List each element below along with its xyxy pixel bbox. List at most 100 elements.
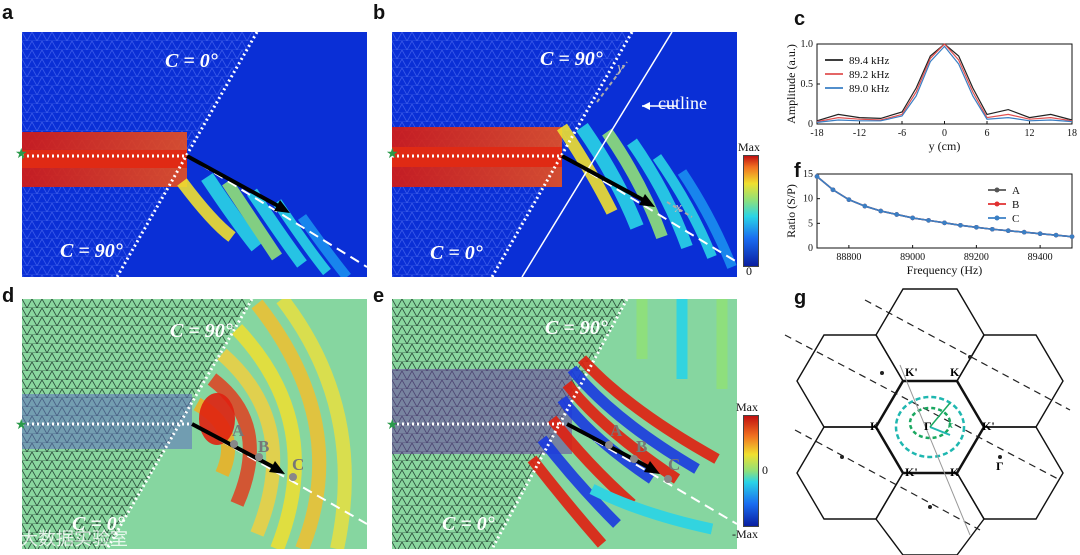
legend-marker	[994, 187, 1000, 193]
star-icon: ★	[386, 147, 399, 162]
bz-K-bottom-right: K	[950, 465, 960, 479]
y-tick-label: 0	[808, 119, 813, 130]
axis-y-label: y	[617, 60, 624, 76]
legend-label: A	[1012, 185, 1020, 197]
field-map-d	[22, 299, 367, 549]
point-label-C-e: C	[668, 455, 681, 474]
colorbar-bottom-min: -Max	[732, 527, 758, 541]
field-map-a	[22, 32, 367, 277]
x-tick-label: 6	[985, 128, 990, 139]
legend-label: 89.4 kHz	[849, 55, 889, 67]
x-tick-label: 89000	[900, 252, 925, 263]
panel-label-a: a	[2, 2, 14, 24]
data-point	[1069, 234, 1075, 239]
bz-diagram	[784, 288, 1071, 555]
data-point	[862, 203, 868, 209]
chart-amplitude: -18 -12 -6 0 6 12 18 0 0.5 1.0 y (cm) Amplitude (a.…	[784, 39, 1077, 153]
source-star-icon	[22, 152, 24, 160]
point-label-B-e: B	[636, 437, 648, 456]
panel-label-c: c	[794, 8, 806, 30]
panel-label-g: g	[794, 287, 807, 309]
bz-Kp-bottom-left: K'	[905, 465, 918, 479]
y-axis-title: Amplitude (a.u.)	[784, 44, 798, 124]
data-point	[1053, 232, 1059, 238]
colorbar-bottom-mid: 0	[762, 463, 768, 477]
panel-f: f 88800 89000 89200 89400 0 5 10 15 Frequency (H…	[770, 160, 1080, 285]
data-point	[830, 187, 836, 193]
colorbar-top	[743, 155, 759, 267]
plot-frame	[816, 173, 1073, 249]
panel-c: c -18 -12 -6 0 6 12 18 0 0.5 1.0 y (cm) Amplitude (…	[770, 0, 1080, 160]
y-tick-label: 0	[808, 243, 813, 254]
x-axis-title: Frequency (Hz)	[907, 263, 983, 277]
chart-ratio: 88800 89000 89200 89400 0 5 10 15 Frequency (Hz)…	[784, 169, 1075, 277]
x-tick-label: 89400	[1028, 252, 1053, 263]
region-label-bottom-e: C = 0°	[442, 513, 495, 535]
cutline-label: cutline	[658, 93, 707, 113]
x-tick-label: 0	[942, 128, 947, 139]
data-point	[974, 224, 979, 230]
y-tick-label: 5	[808, 218, 813, 229]
colorbar-bottom	[743, 415, 759, 527]
field-map-b	[392, 32, 737, 277]
bz-K-left: K	[870, 419, 880, 433]
region-label-top-b: C = 90°	[540, 48, 603, 70]
data-point	[910, 215, 915, 221]
panel-e: e ★ C = 90° C = 0° A B C Max 0	[370, 285, 770, 555]
data-point	[878, 208, 884, 214]
region-label-bottom-d: C = 0°	[72, 513, 125, 535]
y-tick-label: 10	[803, 194, 813, 205]
data-point	[846, 197, 852, 202]
axis-x-label: x	[675, 200, 682, 216]
bz-K-top-right: K	[950, 365, 960, 379]
data-point	[1021, 229, 1027, 235]
colorbar-bottom-max: Max	[736, 400, 758, 414]
legend-marker	[994, 201, 1000, 207]
x-axis-title: y (cm)	[929, 139, 961, 153]
y-axis-title: Ratio (S/P)	[784, 184, 798, 238]
x-tick-label: 12	[1025, 128, 1035, 139]
y-tick-label: 1.0	[801, 39, 814, 50]
panel-a: a ★ C = 0° C = 90°	[0, 0, 370, 280]
y-tick-label: 0.5	[801, 79, 814, 90]
legend-marker	[994, 215, 1000, 221]
bz-Kp-top-left: K'	[905, 365, 918, 379]
data-point	[1037, 231, 1043, 236]
point-label-C: C	[292, 455, 305, 474]
watermark: 大数据实验室	[20, 529, 128, 550]
bz-Kp-right: K'	[982, 419, 995, 433]
x-tick-label: -12	[853, 128, 866, 139]
region-label-top-d: C = 90°	[170, 320, 233, 342]
region-label-bottom-a: C = 90°	[60, 240, 123, 262]
data-point	[926, 218, 931, 223]
data-point	[814, 174, 820, 179]
panel-label-e: e	[373, 285, 385, 307]
x-tick-label: 18	[1067, 128, 1077, 139]
data-point	[942, 220, 947, 226]
legend-label: C	[1012, 213, 1019, 225]
region-label-top-a: C = 0°	[165, 50, 218, 72]
point-label-A: A	[232, 421, 245, 440]
bz-gamma-center: Γ	[924, 419, 932, 433]
star-icon: ★	[15, 147, 28, 162]
panel-g: g K' K K K' K' K Γ Γ k	[770, 285, 1080, 555]
x-tick-label: 89200	[964, 252, 989, 263]
panel-label-f: f	[794, 160, 801, 182]
series-line-89.0-kHz	[816, 45, 1073, 123]
star-icon: ★	[15, 418, 28, 433]
field-map-e	[392, 299, 737, 549]
data-point	[1005, 228, 1011, 234]
x-tick-label: -6	[898, 128, 906, 139]
bz-kx-label: k	[948, 419, 953, 431]
colorbar-top-max: Max	[738, 140, 760, 154]
series-line-A	[816, 175, 1073, 238]
x-tick-label: 88800	[836, 252, 861, 263]
data-point	[958, 223, 963, 228]
region-label-bottom-b: C = 0°	[430, 242, 483, 264]
data-point	[894, 212, 899, 217]
star-icon: ★	[386, 418, 399, 433]
series-line-C	[816, 175, 1073, 238]
point-label-A-e: A	[610, 421, 623, 440]
legend-label: 89.2 kHz	[849, 69, 889, 81]
y-tick-label: 15	[803, 169, 813, 180]
